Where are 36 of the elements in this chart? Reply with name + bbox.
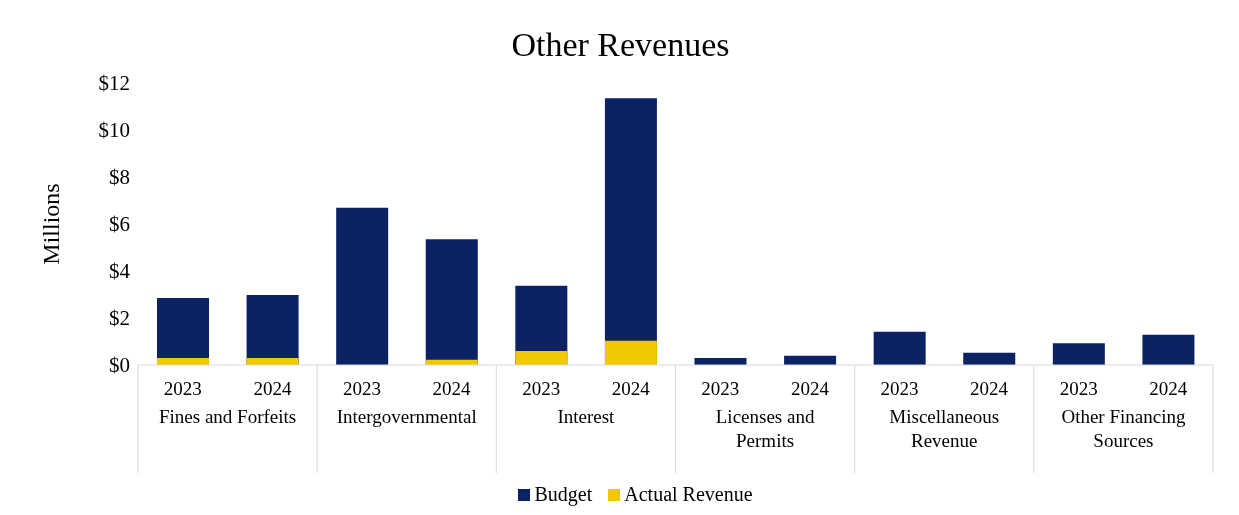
bar: [1052, 343, 1105, 365]
text: Miscellaneous Revenue: [889, 406, 1000, 451]
text: Licenses and Permits: [715, 406, 815, 451]
x-tick-label: 2023: [1059, 378, 1098, 399]
x-tick-label: 2023: [342, 378, 381, 399]
chart-title: Other Revenues: [510, 26, 731, 64]
x-tick-label: 2024: [1149, 378, 1188, 399]
bar: [1142, 334, 1195, 365]
text: Intergovernmental: [336, 406, 477, 427]
x-tick-label: 2024: [611, 378, 651, 399]
x-tick-label: 2023: [522, 378, 561, 399]
x-tick-label: 2023: [880, 378, 919, 399]
x-tick-label: 2024: [790, 378, 830, 399]
y-axis-title: Millions: [37, 183, 64, 265]
x-tick-label: 2024: [970, 378, 1009, 399]
y-tick-label: $10: [98, 118, 130, 143]
x-tick-label: 2024: [432, 378, 472, 399]
bar: [873, 331, 926, 365]
text: Fines and Forfeits: [158, 406, 297, 427]
legend-label: Actual Revenue: [624, 483, 753, 506]
y-tick-label: $6: [109, 212, 130, 237]
y-tick-label: $8: [109, 165, 130, 190]
bar: [604, 340, 657, 365]
text: Other Financing Sources: [1061, 406, 1186, 451]
x-tick-label: 2023: [163, 378, 202, 399]
text: Interest: [557, 406, 616, 427]
x-tick-label: 2024: [253, 378, 292, 399]
bar: [963, 352, 1016, 365]
x-tick-label: 2023: [701, 378, 740, 399]
y-tick-label: $0: [109, 353, 130, 378]
bar: [336, 207, 389, 365]
y-tick-label: $12: [98, 71, 130, 96]
bar: [515, 350, 568, 365]
y-tick-label: $4: [109, 259, 131, 284]
y-tick-label: $2: [109, 306, 130, 331]
legend-label: Budget: [534, 483, 593, 506]
